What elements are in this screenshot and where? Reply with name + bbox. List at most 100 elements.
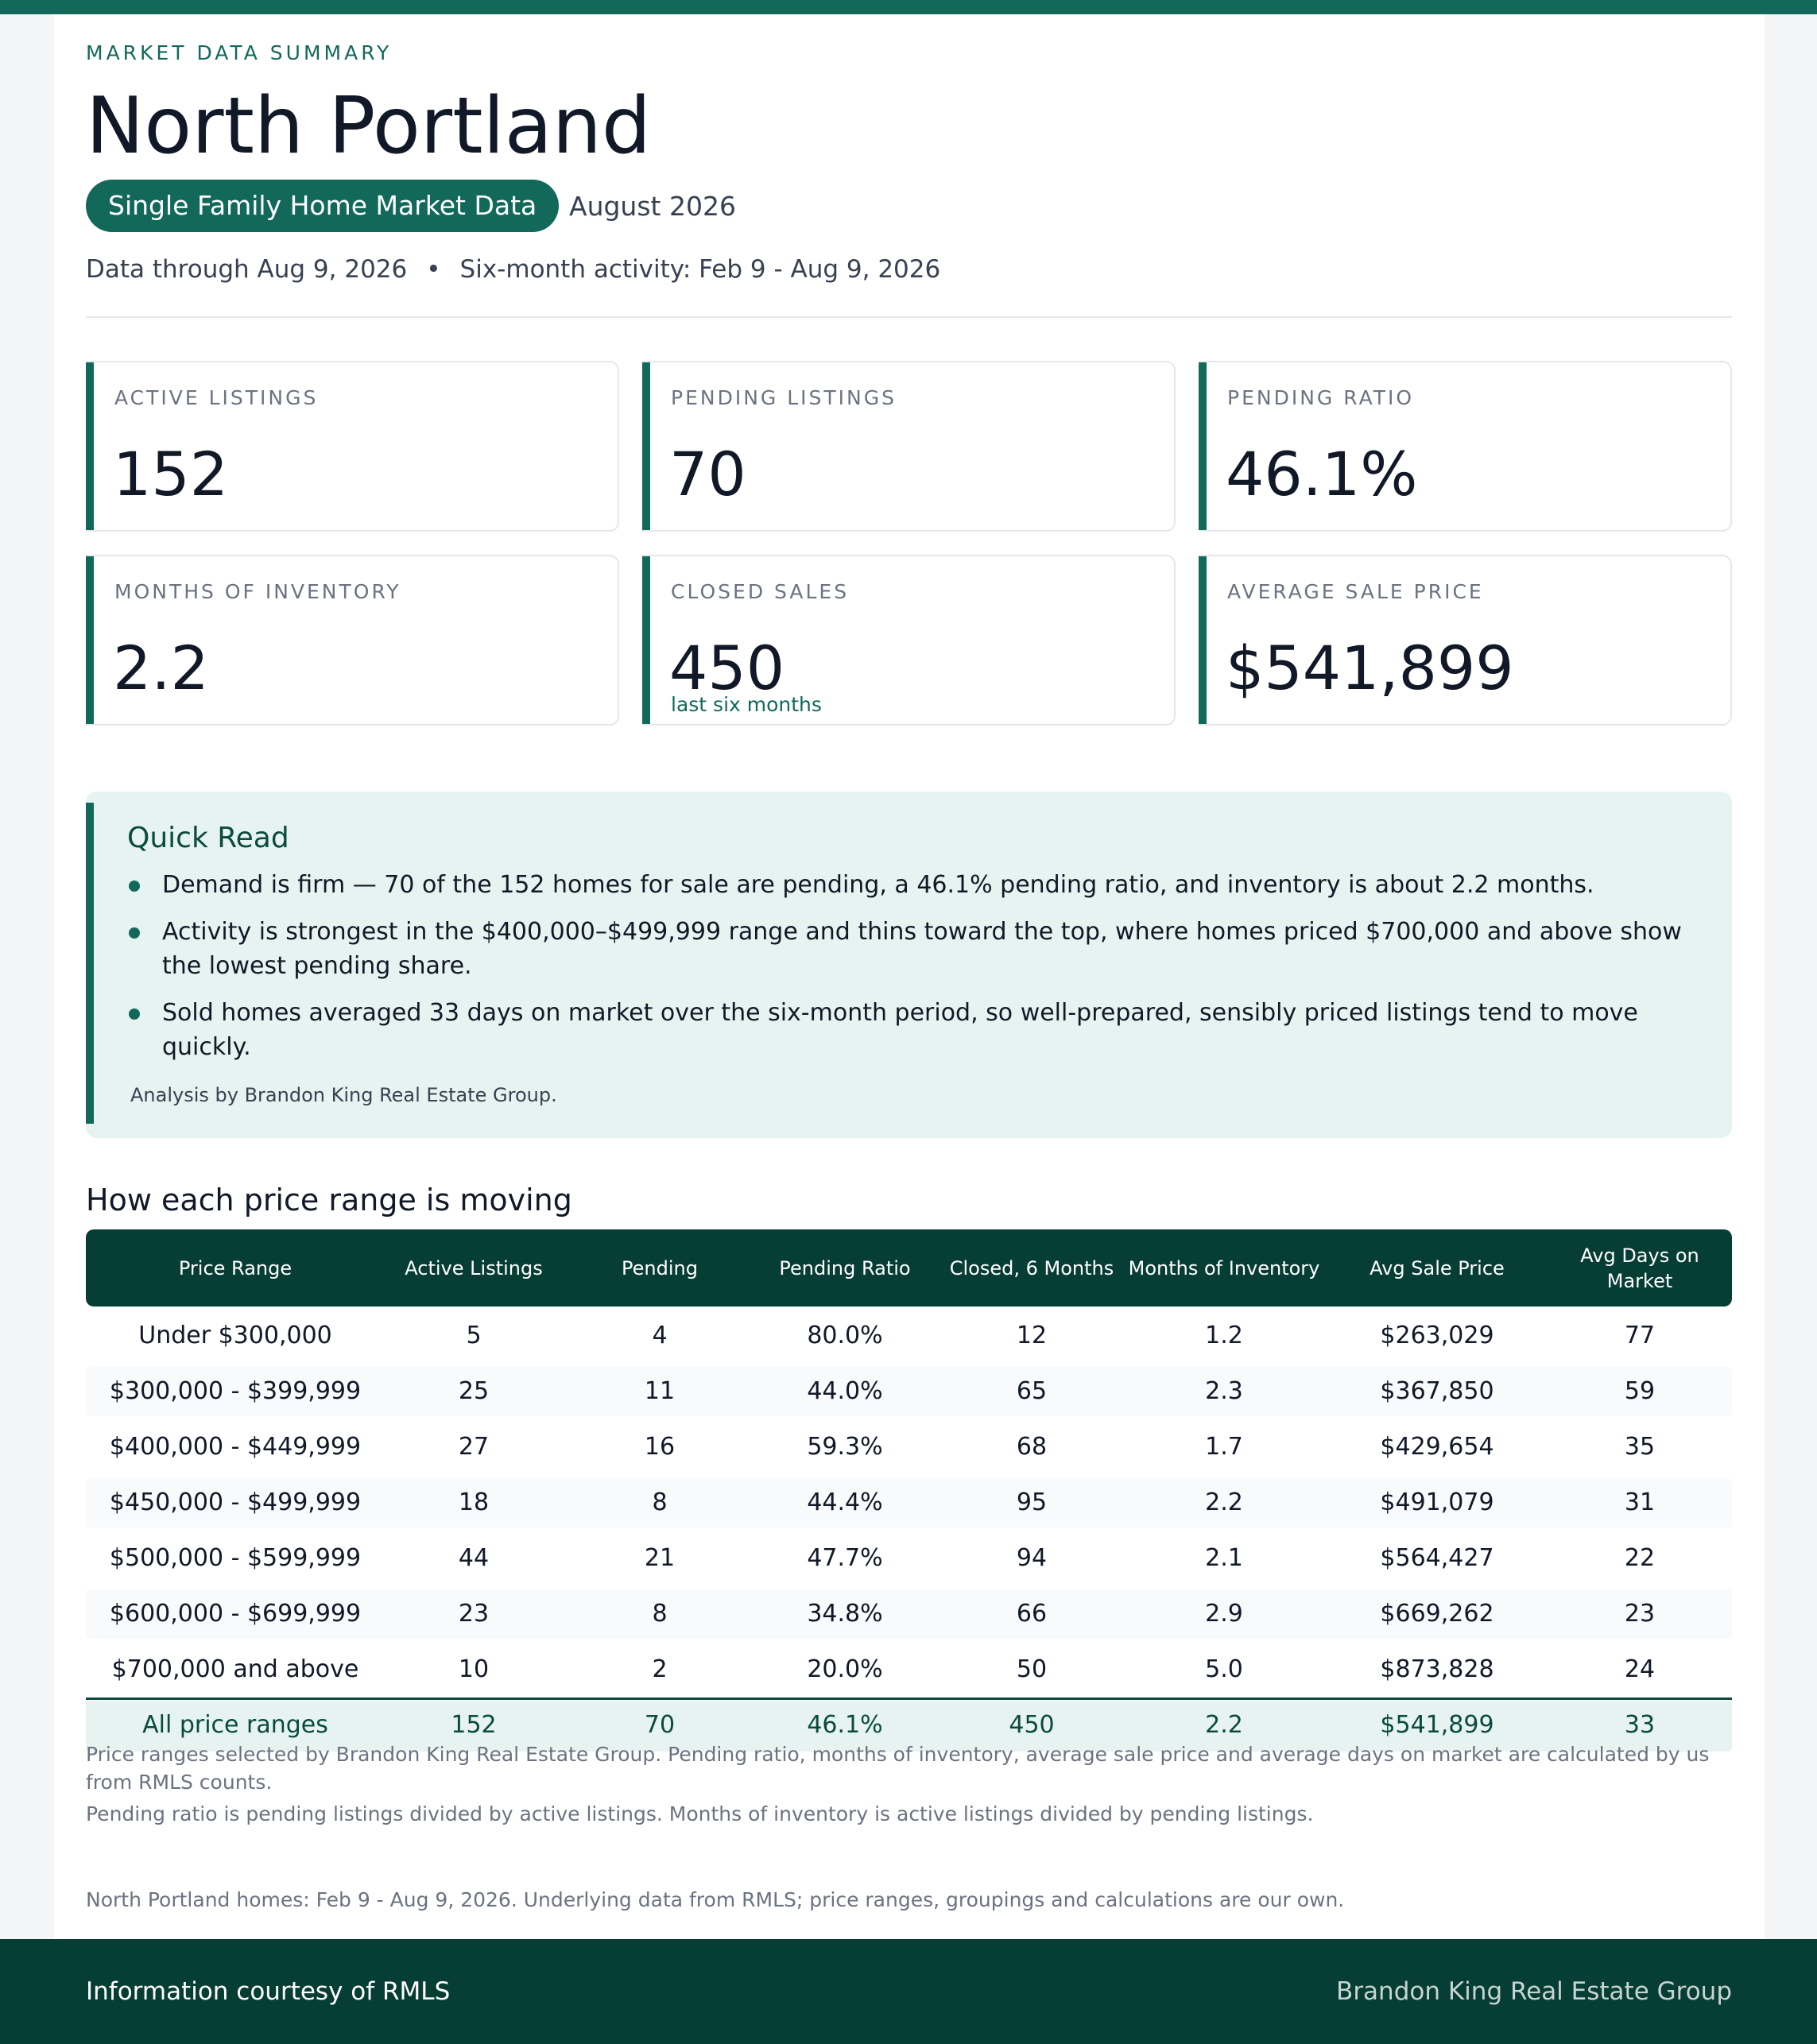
cell-pending: 2	[652, 1655, 668, 1683]
cell-pending-ratio: 47.7%	[807, 1544, 883, 1572]
kpi-value: 2.2	[113, 633, 209, 703]
cell-closed: 65	[1016, 1377, 1048, 1405]
cell-avg-sale-price: $491,079	[1380, 1488, 1494, 1516]
kpi-card-closed-sales: CLOSED SALES 450 last six months	[642, 555, 1176, 726]
cell-months-inventory: 1.2	[1205, 1322, 1243, 1349]
table-row: Under $300,000 5 4 80.0% 12 1.2 $263,029 77	[86, 1311, 1732, 1361]
quick-read-bullet: Activity is strongest in the $400,000–$4…	[127, 915, 1709, 983]
cell-closed: 66	[1016, 1600, 1048, 1628]
table-note-definitions: Pending ratio is pending listings divide…	[86, 1802, 1314, 1825]
cell-months-inventory: 2.2	[1205, 1711, 1243, 1739]
cell-closed: 68	[1016, 1433, 1048, 1461]
th-avg-days: Avg Days on Market	[1580, 1244, 1699, 1292]
quick-read-bullet: Sold homes averaged 33 days on market ov…	[127, 996, 1709, 1064]
cell-closed: 450	[1009, 1711, 1055, 1739]
cell-avg-sale-price: $873,828	[1380, 1655, 1494, 1683]
cell-active-listings: 10	[458, 1655, 490, 1683]
cell-price-range: $300,000 - $399,999	[109, 1377, 362, 1405]
footer-credit: Information courtesy of RMLS	[86, 1977, 451, 2006]
cell-months-inventory: 2.2	[1205, 1488, 1243, 1516]
cell-avg-sale-price: $263,029	[1380, 1322, 1494, 1349]
report-month: August 2026	[569, 191, 736, 222]
kpi-label: AVERAGE SALE PRICE	[1227, 580, 1484, 603]
cell-avg-sale-price: $669,262	[1380, 1600, 1494, 1628]
table-row: $700,000 and above 10 2 20.0% 50 5.0 $873,828 2…	[86, 1645, 1732, 1694]
cell-pending: 4	[652, 1322, 668, 1349]
cell-price-range: $700,000 and above	[111, 1655, 359, 1683]
table-row: $600,000 - $699,999 23 8 34.8% 66 2.9 $669,262…	[86, 1589, 1732, 1639]
kpi-card-pending-ratio: PENDING RATIO 46.1%	[1199, 361, 1732, 532]
kpi-label: PENDING RATIO	[1227, 386, 1415, 409]
kpi-value: 46.1%	[1226, 439, 1418, 509]
kpi-card-average-sale-price: AVERAGE SALE PRICE $541,899	[1199, 555, 1732, 726]
th-price-range: Price Range	[178, 1256, 293, 1279]
table-row: $500,000 - $599,999 44 21 47.7% 94 2.1 $564,42…	[86, 1534, 1732, 1583]
kpi-sublabel: last six months	[671, 693, 822, 716]
cell-avg-days: 33	[1624, 1711, 1656, 1739]
cell-avg-days: 35	[1624, 1433, 1656, 1461]
kpi-card-months-of-inventory: MONTHS OF INVENTORY 2.2	[86, 555, 619, 726]
quick-read-panel: Quick Read Demand is firm — 70 of the 15…	[86, 792, 1732, 1138]
cell-months-inventory: 2.9	[1205, 1600, 1243, 1628]
cell-price-range: $600,000 - $699,999	[109, 1600, 362, 1628]
table-header: Price Range Active Listings Pending Pending…	[86, 1229, 1732, 1307]
header-divider	[86, 316, 1732, 318]
kpi-value: 70	[669, 439, 746, 509]
cell-months-inventory: 2.1	[1205, 1544, 1243, 1572]
th-avg-sale-price: Avg Sale Price	[1370, 1256, 1505, 1279]
kpi-label: CLOSED SALES	[671, 580, 850, 603]
cell-months-inventory: 2.3	[1205, 1377, 1243, 1405]
cell-pending: 70	[644, 1711, 676, 1739]
th-months-inventory: Months of Inventory	[1128, 1256, 1320, 1279]
cell-active-listings: 18	[458, 1488, 490, 1516]
cell-avg-days: 23	[1624, 1600, 1656, 1628]
source-note: North Portland homes: Feb 9 - Aug 9, 202…	[86, 1888, 1345, 1911]
cell-price-range: $400,000 - $449,999	[109, 1433, 362, 1461]
bullet-dot-icon	[129, 1008, 140, 1020]
cell-active-listings: 27	[458, 1433, 490, 1461]
cell-avg-days: 59	[1624, 1377, 1656, 1405]
cell-active-listings: 5	[466, 1322, 482, 1349]
cell-pending-ratio: 44.4%	[807, 1488, 883, 1516]
cell-pending: 21	[644, 1544, 676, 1572]
cell-pending-ratio: 59.3%	[807, 1433, 883, 1461]
cell-active-listings: 152	[451, 1711, 497, 1739]
cell-pending: 8	[652, 1488, 668, 1516]
cell-closed: 50	[1016, 1655, 1048, 1683]
cell-avg-sale-price: $564,427	[1380, 1544, 1494, 1572]
cell-avg-days: 77	[1624, 1322, 1656, 1349]
kpi-value: $541,899	[1226, 633, 1514, 703]
eyebrow-label: MARKET DATA SUMMARY	[86, 41, 393, 64]
cell-avg-sale-price: $367,850	[1380, 1377, 1494, 1405]
kpi-card-active-listings: ACTIVE LISTINGS 152	[86, 361, 619, 532]
kpi-value: 450	[669, 633, 785, 703]
bullet-text: Demand is firm — 70 of the 152 homes for…	[162, 871, 1594, 899]
cell-closed: 12	[1016, 1322, 1048, 1349]
cell-avg-days: 22	[1624, 1544, 1656, 1572]
cell-active-listings: 44	[458, 1544, 490, 1572]
th-closed: Closed, 6 Months	[949, 1256, 1114, 1279]
cell-price-range: Under $300,000	[138, 1322, 332, 1349]
cell-price-range: All price ranges	[142, 1711, 328, 1739]
bullet-text: Activity is strongest in the $400,000–$4…	[162, 918, 1682, 980]
cell-pending-ratio: 44.0%	[807, 1377, 883, 1405]
cell-pending: 8	[652, 1600, 668, 1628]
cell-months-inventory: 1.7	[1205, 1433, 1243, 1461]
cell-pending-ratio: 20.0%	[807, 1655, 883, 1683]
page-title: North Portland	[86, 81, 652, 172]
cell-pending: 11	[644, 1377, 676, 1405]
cell-avg-sale-price: $429,654	[1380, 1433, 1494, 1461]
table-row: $450,000 - $499,999 18 8 44.4% 95 2.2 $491,079…	[86, 1478, 1732, 1527]
cell-active-listings: 23	[458, 1600, 490, 1628]
top-accent-bar	[0, 0, 1817, 14]
quick-read-credit: Analysis by Brandon King Real Estate Gro…	[130, 1084, 557, 1106]
data-period-line: Data through Aug 9, 2026 • Six-month activ…	[86, 255, 940, 284]
cell-avg-days: 24	[1624, 1655, 1656, 1683]
cell-pending-ratio: 80.0%	[807, 1322, 883, 1349]
activity-period: Six-month activity: Feb 9 - Aug 9, 2026	[459, 255, 941, 284]
bullet-dot-icon	[129, 881, 140, 892]
bullet-text: Sold homes averaged 33 days on market ov…	[162, 999, 1638, 1061]
cell-avg-days: 31	[1624, 1488, 1656, 1516]
report-page: MARKET DATA SUMMARY North Portland Singl…	[54, 14, 1765, 1939]
kpi-label: PENDING LISTINGS	[671, 386, 897, 409]
